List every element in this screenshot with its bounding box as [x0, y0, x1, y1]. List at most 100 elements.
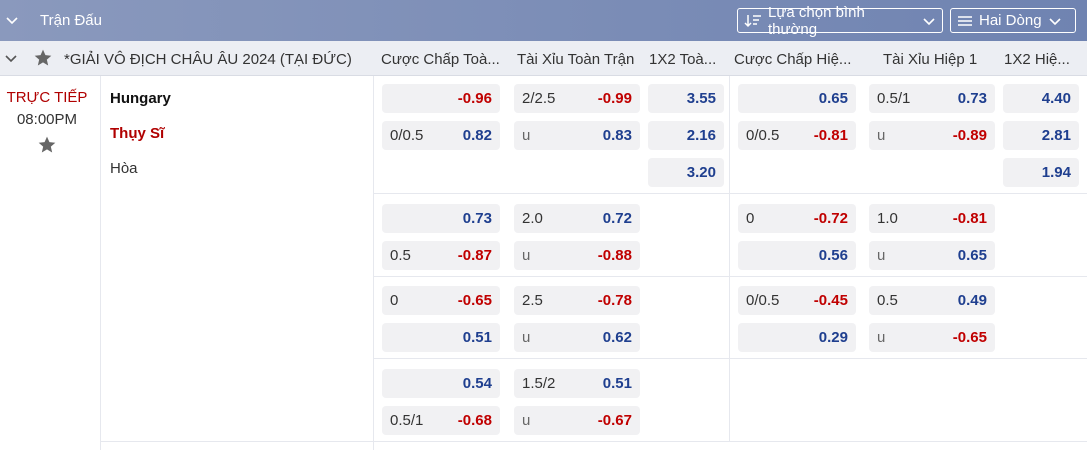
- odds-cell[interactable]: 0 -0.72: [738, 204, 856, 233]
- away-team: Thụy Sĩ: [110, 125, 165, 142]
- odds-cell[interactable]: 2.16: [648, 121, 724, 150]
- odds-cell[interactable]: 0/0.5 0.82: [382, 121, 500, 150]
- odds-cell[interactable]: 4.40: [1003, 84, 1079, 113]
- odds-value: 0.83: [602, 127, 632, 144]
- handicap-line: 0/0.5: [746, 127, 780, 144]
- home-team: Hungary: [110, 90, 171, 107]
- odds-value: 0.54: [462, 375, 492, 392]
- odds-value: 4.40: [1041, 90, 1071, 107]
- odds-value: -0.45: [813, 292, 848, 309]
- total-line: 0.5: [877, 292, 898, 309]
- odds-value: -0.65: [457, 292, 492, 309]
- odds-value: -0.72: [813, 210, 848, 227]
- odds-cell[interactable]: u -0.88: [514, 241, 640, 270]
- chevron-down-icon[interactable]: [4, 12, 20, 28]
- odds-cell[interactable]: 2.5 -0.78: [514, 286, 640, 315]
- odds-cell[interactable]: 0.5 -0.87: [382, 241, 500, 270]
- total-line: 2.0: [522, 210, 543, 227]
- odds-cell[interactable]: 0.5/1 -0.68: [382, 406, 500, 435]
- sort-icon: [744, 14, 761, 27]
- league-header: *GIẢI VÔ ĐỊCH CHÂU ÂU 2024 (TẠI ĐỨC) Cượ…: [0, 41, 1087, 76]
- odds-cell[interactable]: u -0.65: [869, 323, 995, 352]
- odds-value: 3.55: [686, 90, 716, 107]
- chevron-down-icon: [923, 17, 935, 25]
- odds-cell[interactable]: 0.5 0.49: [869, 286, 995, 315]
- odds-cell[interactable]: 0.56: [738, 241, 856, 270]
- odds-value: 0.72: [602, 210, 632, 227]
- under-label: u: [877, 329, 886, 346]
- col-h1-1x2: 1X2 Hiệ...: [1004, 51, 1070, 68]
- odds-cell[interactable]: 0.73: [382, 204, 500, 233]
- odds-cell[interactable]: u 0.62: [514, 323, 640, 352]
- under-label: u: [522, 247, 531, 264]
- odds-cell[interactable]: 2.0 0.72: [514, 204, 640, 233]
- odds-cell[interactable]: u -0.67: [514, 406, 640, 435]
- odds-cell[interactable]: 3.20: [648, 158, 724, 187]
- odds-cell[interactable]: 0.51: [382, 323, 500, 352]
- chevron-down-icon: [1048, 17, 1061, 25]
- odds-cell[interactable]: 0/0.5 -0.81: [738, 121, 856, 150]
- col-ft-handicap: Cược Chấp Toà...: [381, 51, 500, 68]
- odds-value: -0.68: [457, 412, 492, 429]
- odds-cell[interactable]: 1.0 -0.81: [869, 204, 995, 233]
- under-label: u: [522, 127, 531, 144]
- star-icon[interactable]: [33, 48, 53, 68]
- odds-cell[interactable]: 1.5/2 0.51: [514, 369, 640, 398]
- line-mode-button[interactable]: Hai Dòng: [950, 8, 1076, 33]
- row-divider: [374, 193, 1087, 194]
- odds-value: 0.56: [818, 247, 848, 264]
- odds-cell[interactable]: u -0.89: [869, 121, 995, 150]
- under-label: u: [877, 127, 886, 144]
- odds-cell[interactable]: 0.29: [738, 323, 856, 352]
- odds-cell[interactable]: -0.96: [382, 84, 500, 113]
- odds-cell[interactable]: 1.94: [1003, 158, 1079, 187]
- odds-value: -0.81: [813, 127, 848, 144]
- sort-select-label: Lựa chọn bình thường: [768, 3, 865, 38]
- sort-select-button[interactable]: Lựa chọn bình thường: [737, 4, 943, 38]
- odds-cell[interactable]: 0/0.5 -0.45: [738, 286, 856, 315]
- chevron-down-icon[interactable]: [4, 52, 18, 66]
- odds-value: 0.82: [462, 127, 492, 144]
- row-divider: [374, 358, 1087, 359]
- odds-cell[interactable]: u 0.83: [514, 121, 640, 150]
- league-name: *GIẢI VÔ ĐỊCH CHÂU ÂU 2024 (TẠI ĐỨC): [64, 51, 352, 68]
- odds-value: -0.89: [952, 127, 987, 144]
- teams-cell: Hungary Thụy Sĩ Hòa: [102, 76, 374, 450]
- odds-value: 0.73: [462, 210, 492, 227]
- odds-cell[interactable]: 0.5/1 0.73: [869, 84, 995, 113]
- draw-label: Hòa: [110, 160, 138, 177]
- odds-cell[interactable]: 0 -0.65: [382, 286, 500, 315]
- odds-cell[interactable]: 0.54: [382, 369, 500, 398]
- match-time-cell: TRỰC TIẾP 08:00PM: [0, 76, 101, 450]
- odds-value: 0.29: [818, 329, 848, 346]
- col-ft-1x2: 1X2 Toà...: [649, 51, 717, 68]
- top-bar: Trận Đấu Lựa chọn bình thường Hai Dòng: [0, 0, 1087, 41]
- line-mode-label: Hai Dòng: [979, 12, 1042, 29]
- odds-cell[interactable]: u 0.65: [869, 241, 995, 270]
- odds-cell[interactable]: 2/2.5 -0.99: [514, 84, 640, 113]
- menu-lines-icon: [958, 15, 972, 26]
- handicap-line: 0/0.5: [746, 292, 780, 309]
- odds-value: -0.87: [457, 247, 492, 264]
- odds-value: 0.65: [957, 247, 987, 264]
- odds-value: -0.81: [952, 210, 987, 227]
- total-line: 0.5/1: [877, 90, 911, 107]
- handicap-line: 0.5/1: [390, 412, 424, 429]
- live-status: TRỰC TIẾP: [6, 89, 88, 106]
- handicap-line: 0: [746, 210, 755, 227]
- odds-value: 0.51: [602, 375, 632, 392]
- under-label: u: [522, 329, 531, 346]
- table-bottom-border: [101, 441, 1087, 442]
- kickoff-time: 08:00PM: [16, 111, 78, 128]
- col-ft-over-under: Tài Xỉu Toàn Trận: [517, 51, 635, 68]
- row-divider: [374, 276, 1087, 277]
- odds-cell[interactable]: 3.55: [648, 84, 724, 113]
- odds-value: 0.65: [818, 90, 848, 107]
- odds-cell[interactable]: 2.81: [1003, 121, 1079, 150]
- odds-value: -0.96: [457, 90, 492, 107]
- under-label: u: [522, 412, 531, 429]
- section-title: Trận Đấu: [40, 12, 102, 29]
- favorite-star-icon[interactable]: [37, 135, 57, 155]
- handicap-line: 0.5: [390, 247, 411, 264]
- odds-cell[interactable]: 0.65: [738, 84, 856, 113]
